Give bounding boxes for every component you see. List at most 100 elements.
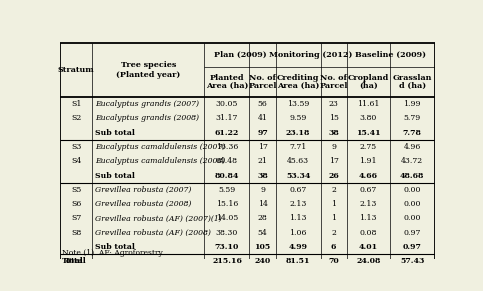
Text: 4.96: 4.96 bbox=[404, 143, 421, 151]
Text: 13.59: 13.59 bbox=[287, 100, 309, 108]
Text: Eucalyptus camaldulensis (2008): Eucalyptus camaldulensis (2008) bbox=[95, 157, 226, 165]
Text: No. of: No. of bbox=[320, 74, 347, 82]
Text: 215.16: 215.16 bbox=[212, 257, 242, 265]
Text: Crediting: Crediting bbox=[277, 74, 319, 82]
Text: 57.43: 57.43 bbox=[400, 257, 425, 265]
Text: 1.99: 1.99 bbox=[403, 100, 421, 108]
Text: 1.91: 1.91 bbox=[359, 157, 377, 165]
Text: Sub total: Sub total bbox=[95, 243, 135, 251]
Text: 23.18: 23.18 bbox=[286, 129, 310, 137]
Text: 45.63: 45.63 bbox=[287, 157, 309, 165]
Text: Parcel: Parcel bbox=[248, 82, 277, 90]
Text: 28: 28 bbox=[257, 214, 268, 222]
Text: Total: Total bbox=[65, 257, 87, 265]
Text: Tree species: Tree species bbox=[121, 61, 176, 69]
Text: 21: 21 bbox=[257, 157, 268, 165]
Text: 0.67: 0.67 bbox=[360, 186, 377, 194]
Text: Total: Total bbox=[62, 257, 84, 265]
Text: 240: 240 bbox=[255, 257, 270, 265]
Text: 0.97: 0.97 bbox=[404, 229, 421, 237]
Text: 53.34: 53.34 bbox=[286, 172, 310, 180]
Text: No. of: No. of bbox=[249, 74, 276, 82]
Text: 23: 23 bbox=[329, 100, 339, 108]
Text: 56: 56 bbox=[257, 100, 268, 108]
Text: 15: 15 bbox=[329, 114, 339, 123]
Text: 3.80: 3.80 bbox=[359, 114, 377, 123]
Text: 38.30: 38.30 bbox=[216, 229, 238, 237]
Text: 1: 1 bbox=[331, 214, 336, 222]
Text: 38: 38 bbox=[328, 129, 339, 137]
Text: 17: 17 bbox=[257, 143, 268, 151]
Text: 5.79: 5.79 bbox=[404, 114, 421, 123]
Text: Area (ha): Area (ha) bbox=[277, 82, 319, 90]
Text: 2.13: 2.13 bbox=[359, 200, 377, 208]
Text: Planted: Planted bbox=[210, 74, 244, 82]
Text: 54: 54 bbox=[257, 229, 268, 237]
Text: 73.10: 73.10 bbox=[215, 243, 239, 251]
Text: 1: 1 bbox=[331, 200, 336, 208]
Text: 15.41: 15.41 bbox=[356, 129, 381, 137]
Text: 4.66: 4.66 bbox=[359, 172, 378, 180]
Text: 70: 70 bbox=[328, 257, 339, 265]
Text: Note (1)  AF: Agroforestry: Note (1) AF: Agroforestry bbox=[62, 249, 163, 257]
Text: 2.13: 2.13 bbox=[289, 200, 307, 208]
Text: Grasslan: Grasslan bbox=[393, 74, 432, 82]
Text: Area (ha): Area (ha) bbox=[206, 82, 248, 90]
Text: (Planted year): (Planted year) bbox=[116, 71, 181, 79]
Text: 11.61: 11.61 bbox=[357, 100, 380, 108]
Text: S1: S1 bbox=[71, 100, 82, 108]
Text: 1.13: 1.13 bbox=[289, 214, 307, 222]
Text: 5.59: 5.59 bbox=[218, 186, 236, 194]
Text: 31.17: 31.17 bbox=[216, 114, 238, 123]
Text: 7.71: 7.71 bbox=[289, 143, 307, 151]
Text: 30.05: 30.05 bbox=[216, 100, 238, 108]
Text: Parcel: Parcel bbox=[319, 82, 348, 90]
Text: 0.97: 0.97 bbox=[403, 243, 422, 251]
Text: 1.13: 1.13 bbox=[359, 214, 377, 222]
Text: 14.05: 14.05 bbox=[216, 214, 238, 222]
Text: 0.00: 0.00 bbox=[403, 200, 421, 208]
Text: 0.08: 0.08 bbox=[359, 229, 377, 237]
Text: Plan (2009): Plan (2009) bbox=[214, 51, 266, 59]
Text: 97: 97 bbox=[257, 129, 268, 137]
Text: 2: 2 bbox=[331, 186, 336, 194]
Text: Stratum: Stratum bbox=[58, 66, 95, 74]
Text: Cropland: Cropland bbox=[348, 74, 389, 82]
Text: 4.99: 4.99 bbox=[288, 243, 308, 251]
Text: 105: 105 bbox=[255, 243, 270, 251]
Text: (ha): (ha) bbox=[359, 82, 378, 90]
Text: 2.75: 2.75 bbox=[360, 143, 377, 151]
Text: Eucalyptus grandis (2007): Eucalyptus grandis (2007) bbox=[95, 100, 199, 108]
Text: 41: 41 bbox=[257, 114, 268, 123]
Text: S4: S4 bbox=[71, 157, 82, 165]
Text: 1.06: 1.06 bbox=[289, 229, 307, 237]
Text: Grevillea robusta (2007): Grevillea robusta (2007) bbox=[95, 186, 192, 194]
Text: S8: S8 bbox=[71, 229, 82, 237]
Text: 0.67: 0.67 bbox=[289, 186, 307, 194]
Text: 61.22: 61.22 bbox=[215, 129, 239, 137]
Text: 16.36: 16.36 bbox=[216, 143, 238, 151]
Text: 7.78: 7.78 bbox=[403, 129, 422, 137]
Text: 26: 26 bbox=[328, 172, 339, 180]
Text: d (ha): d (ha) bbox=[398, 82, 426, 90]
Text: Eucalyptus grandis (2008): Eucalyptus grandis (2008) bbox=[95, 114, 199, 123]
Text: S2: S2 bbox=[71, 114, 82, 123]
Text: 4.01: 4.01 bbox=[359, 243, 378, 251]
Text: S6: S6 bbox=[71, 200, 82, 208]
Text: 15.16: 15.16 bbox=[216, 200, 238, 208]
Text: 14: 14 bbox=[257, 200, 268, 208]
Text: 38: 38 bbox=[257, 172, 268, 180]
Text: 43.72: 43.72 bbox=[401, 157, 423, 165]
Text: 6: 6 bbox=[331, 243, 336, 251]
Text: 9: 9 bbox=[331, 143, 336, 151]
Text: 2: 2 bbox=[331, 229, 336, 237]
Text: Grevillea robusta (2008): Grevillea robusta (2008) bbox=[95, 200, 192, 208]
Text: S3: S3 bbox=[71, 143, 82, 151]
Text: Sub total: Sub total bbox=[95, 129, 135, 137]
Text: 9.59: 9.59 bbox=[289, 114, 307, 123]
Text: 0.00: 0.00 bbox=[403, 214, 421, 222]
Text: S5: S5 bbox=[71, 186, 82, 194]
Text: 80.84: 80.84 bbox=[215, 172, 239, 180]
Text: Baseline (2009): Baseline (2009) bbox=[355, 51, 426, 59]
Text: 64.48: 64.48 bbox=[216, 157, 238, 165]
